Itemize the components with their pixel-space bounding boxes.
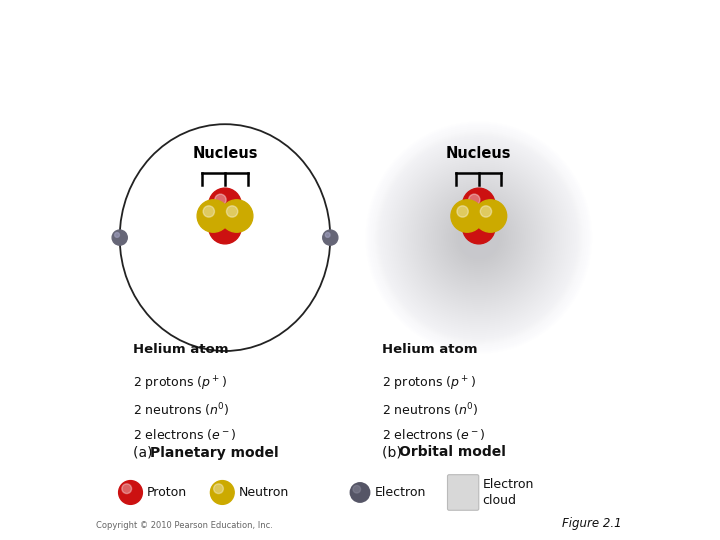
Circle shape: [323, 230, 338, 245]
Text: (b): (b): [382, 446, 406, 460]
Text: Nucleus: Nucleus: [192, 146, 258, 161]
Circle shape: [353, 485, 361, 493]
Circle shape: [112, 230, 127, 245]
Circle shape: [209, 188, 241, 220]
Circle shape: [325, 233, 330, 238]
Circle shape: [215, 194, 226, 206]
Text: Neutron: Neutron: [239, 486, 289, 499]
Circle shape: [197, 200, 230, 232]
Text: Helium atom: Helium atom: [382, 343, 477, 356]
Circle shape: [480, 206, 492, 217]
Circle shape: [210, 481, 234, 504]
Circle shape: [119, 481, 143, 504]
Text: 2 protons ($\mathit{p}^+$): 2 protons ($\mathit{p}^+$): [382, 375, 475, 393]
Circle shape: [451, 200, 483, 232]
Circle shape: [114, 233, 120, 238]
Circle shape: [350, 483, 370, 502]
Text: Nucleus: Nucleus: [446, 146, 511, 161]
Circle shape: [209, 212, 241, 244]
Circle shape: [457, 206, 468, 217]
Text: Proton: Proton: [148, 486, 187, 499]
Circle shape: [463, 212, 495, 244]
Text: Orbital model: Orbital model: [399, 446, 505, 460]
Circle shape: [474, 200, 507, 232]
Text: 2 neutrons ($\mathit{n}^0$): 2 neutrons ($\mathit{n}^0$): [133, 401, 230, 419]
Text: 2 electrons ($\mathit{e}^-$): 2 electrons ($\mathit{e}^-$): [133, 428, 237, 442]
Text: (a): (a): [133, 446, 157, 460]
Circle shape: [227, 206, 238, 217]
Circle shape: [220, 200, 253, 232]
Text: Electron
cloud: Electron cloud: [482, 478, 534, 507]
Circle shape: [469, 218, 480, 229]
Text: 2 protons ($\mathit{p}^+$): 2 protons ($\mathit{p}^+$): [133, 375, 227, 393]
FancyBboxPatch shape: [448, 475, 479, 510]
Circle shape: [214, 484, 223, 494]
Text: Electron: Electron: [374, 486, 426, 499]
Circle shape: [203, 206, 215, 217]
Text: 2 neutrons ($\mathit{n}^0$): 2 neutrons ($\mathit{n}^0$): [382, 401, 478, 419]
Circle shape: [215, 218, 226, 229]
Circle shape: [469, 194, 480, 206]
Text: 2 electrons ($\mathit{e}^-$): 2 electrons ($\mathit{e}^-$): [382, 428, 485, 442]
Text: Helium atom: Helium atom: [133, 343, 229, 356]
Text: Planetary model: Planetary model: [150, 446, 279, 460]
Circle shape: [122, 484, 132, 494]
Text: Figure 2.1: Figure 2.1: [562, 517, 622, 530]
Circle shape: [463, 188, 495, 220]
Text: Copyright © 2010 Pearson Education, Inc.: Copyright © 2010 Pearson Education, Inc.: [96, 521, 274, 530]
